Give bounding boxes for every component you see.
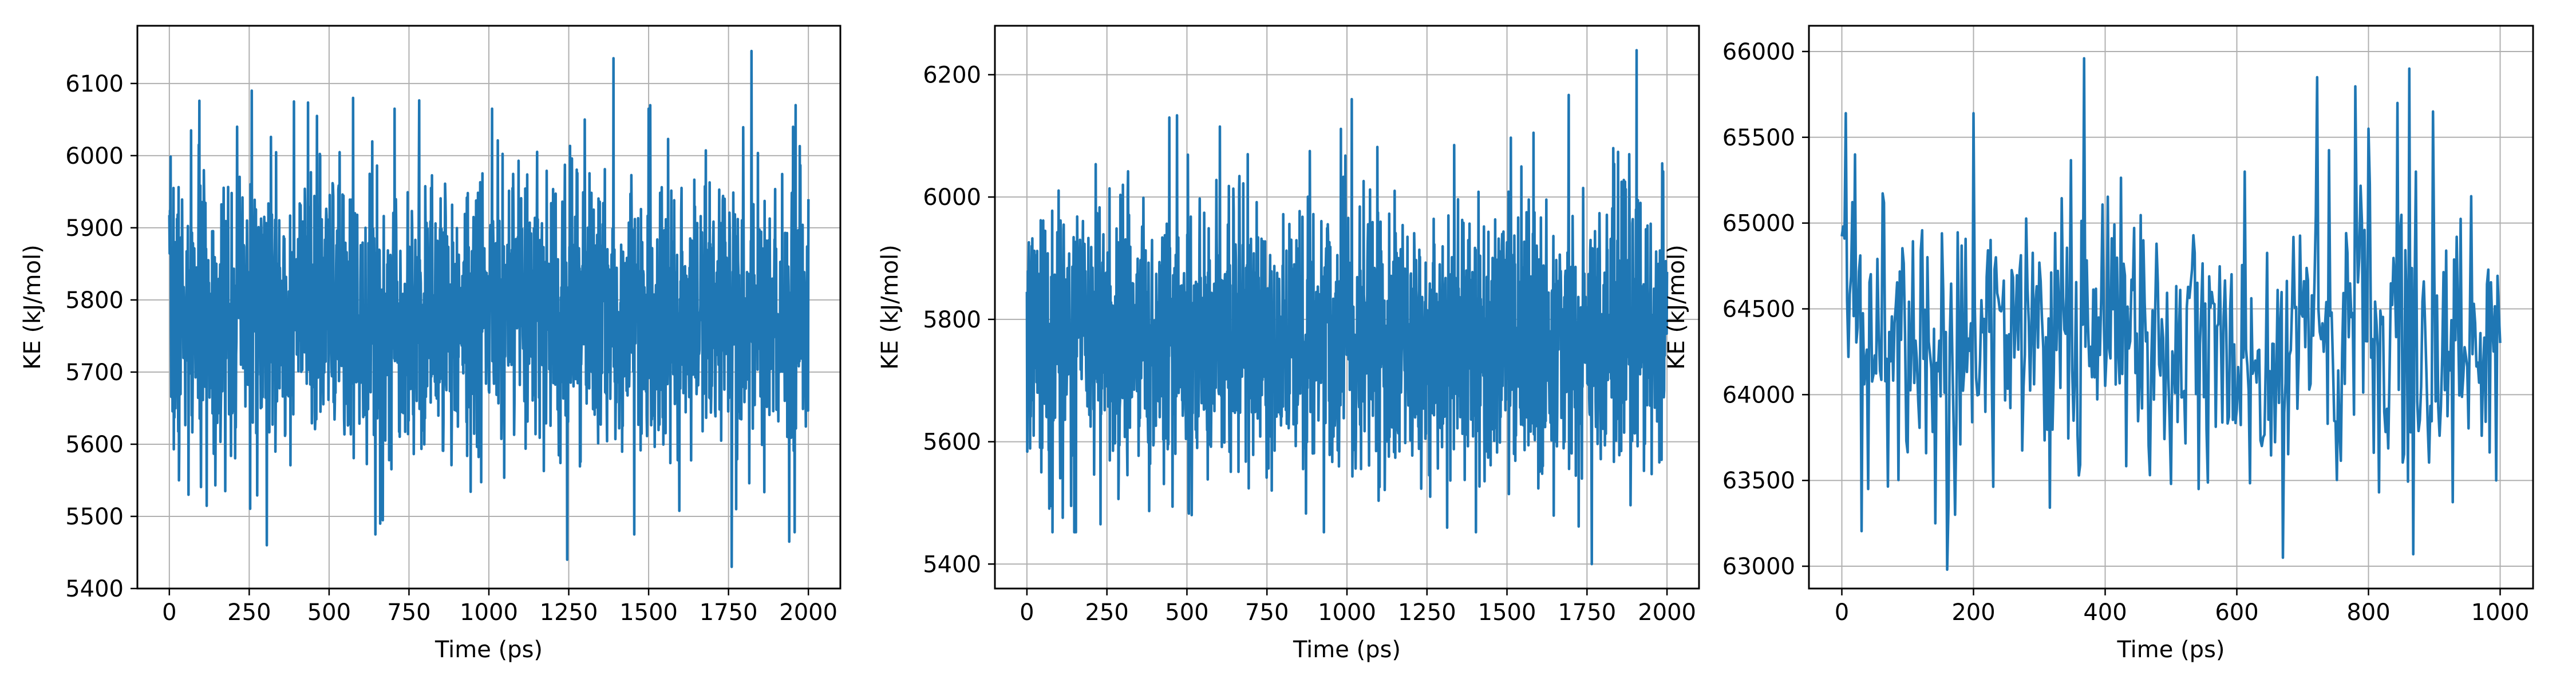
chart-panel-1: 0 250 500 750 1000 1250 1500 1750 2000 5400 5500 56… xyxy=(19,25,841,663)
x-tick-label: 750 xyxy=(1245,599,1289,626)
x-tick-label: 1500 xyxy=(1478,599,1536,626)
series-line xyxy=(168,49,810,568)
x-tick-label: 1000 xyxy=(460,599,518,626)
x-tick-label: 200 xyxy=(1951,599,1995,626)
y-tick-label: 5900 xyxy=(65,215,124,242)
x-tick-label: 1250 xyxy=(1398,599,1456,626)
x-tick-label: 250 xyxy=(1085,599,1129,626)
y-tick-label: 5400 xyxy=(923,551,981,578)
y-tick-label: 5700 xyxy=(65,360,124,386)
x-tick-label: 250 xyxy=(227,599,271,626)
x-tick-label: 500 xyxy=(1165,599,1208,626)
x-tick-label: 2000 xyxy=(779,599,837,626)
y-tick-label: 63000 xyxy=(1722,554,1795,580)
series-line xyxy=(1025,49,1669,566)
y-tick-label: 6200 xyxy=(923,62,981,88)
chart-panel-3: 0 200 400 600 800 1000 63000 63500 64000 64500 650… xyxy=(1664,25,2534,663)
plot-frame xyxy=(1808,25,2534,590)
x-tick-label: 2000 xyxy=(1638,599,1696,626)
y-tick-label: 66000 xyxy=(1722,39,1795,65)
y-axis-label: KE (kJ/mol) xyxy=(1664,244,1690,369)
x-tick-label: 500 xyxy=(307,599,351,626)
x-axis-label: Time (ps) xyxy=(434,637,543,663)
x-tick-label: 0 xyxy=(1020,599,1034,626)
x-tick-label: 0 xyxy=(162,599,176,626)
y-tick-label: 5800 xyxy=(65,287,124,314)
x-tick-label: 1000 xyxy=(1318,599,1376,626)
y-axis-label: KE (kJ/mol) xyxy=(877,244,903,369)
y-tick-label: 64500 xyxy=(1722,296,1795,322)
x-tick-label: 750 xyxy=(387,599,430,626)
x-tick-label: 600 xyxy=(2215,599,2258,626)
y-tick-label: 65500 xyxy=(1722,125,1795,151)
y-axis-label: KE (kJ/mol) xyxy=(19,244,46,369)
y-tick-label: 6000 xyxy=(923,184,981,211)
y-tick-label: 5600 xyxy=(923,429,981,456)
x-tick-label: 1000 xyxy=(2471,599,2530,626)
chart-panel-2: 0 250 500 750 1000 1250 1500 1750 2000 5400 5600 58… xyxy=(877,25,1700,663)
y-tick-label: 63500 xyxy=(1722,468,1795,494)
x-axis-label: Time (ps) xyxy=(1293,637,1401,663)
y-tick-label: 5600 xyxy=(65,432,124,458)
x-tick-label: 1500 xyxy=(619,599,678,626)
y-tick-label: 6000 xyxy=(65,143,124,169)
x-tick-label: 0 xyxy=(1835,599,1849,626)
x-tick-label: 800 xyxy=(2346,599,2390,626)
y-tick-label: 6100 xyxy=(65,71,124,97)
x-tick-label: 1750 xyxy=(700,599,758,626)
x-tick-label: 1750 xyxy=(1558,599,1616,626)
y-tick-label: 64000 xyxy=(1722,382,1795,408)
series-line xyxy=(1840,57,2502,571)
y-tick-label: 5800 xyxy=(923,307,981,333)
y-tick-label: 65000 xyxy=(1722,211,1795,237)
y-tick-label: 5500 xyxy=(65,504,124,530)
y-tick-label: 5400 xyxy=(65,576,124,602)
x-axis-label: Time (ps) xyxy=(2116,637,2225,663)
x-tick-label: 400 xyxy=(2083,599,2127,626)
x-tick-label: 1250 xyxy=(540,599,598,626)
